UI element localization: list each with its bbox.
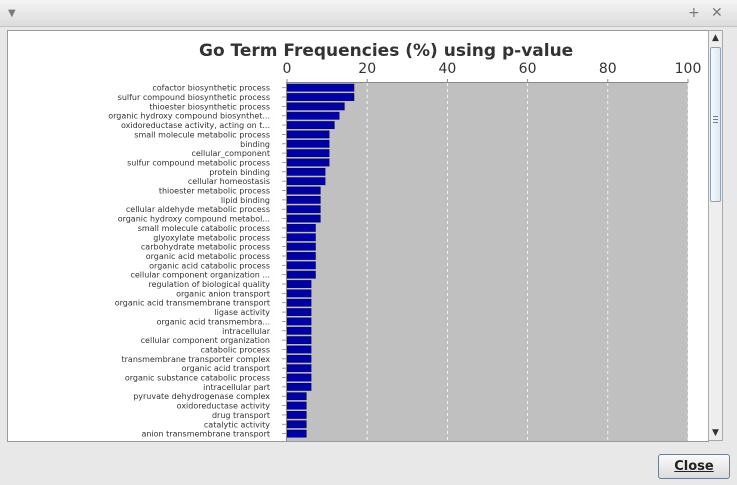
bar xyxy=(286,130,330,139)
bar xyxy=(286,429,307,438)
category-label: anion transmembrane transport xyxy=(141,430,270,439)
category-label: regulation of biological quality xyxy=(149,280,271,289)
category-label: cofactor biosynthetic process xyxy=(152,84,270,93)
category-label: organic hydroxy compound metabol... xyxy=(118,215,270,224)
chart-panel: Go Term Frequencies (%) using p-value 0 2… xyxy=(7,30,709,442)
vertical-scrollbar[interactable]: ▲ ▼ xyxy=(708,30,723,441)
maximize-icon[interactable]: + xyxy=(688,5,700,21)
scroll-down-arrow-icon[interactable]: ▼ xyxy=(712,428,719,438)
close-button[interactable]: Close xyxy=(658,454,730,479)
bar xyxy=(286,83,355,92)
category-label: cellular component organization ... xyxy=(130,271,270,280)
category-label: sulfur compound biosynthetic process xyxy=(118,93,270,102)
bar xyxy=(286,373,312,382)
bar xyxy=(286,121,335,129)
bar xyxy=(286,392,307,401)
x-tick-label: 60 xyxy=(519,61,537,77)
category-label: organic acid catabolic process xyxy=(149,261,270,270)
category-label: thioester biosynthetic process xyxy=(149,102,270,111)
bar xyxy=(286,167,326,176)
bar xyxy=(286,102,345,111)
bar-chart: Go Term Frequencies (%) using p-value 0 2… xyxy=(108,41,702,441)
x-tick-label: 100 xyxy=(675,61,702,77)
x-tick-label: 80 xyxy=(599,61,617,77)
category-label: organic anion transport xyxy=(176,289,270,298)
bar xyxy=(286,195,321,204)
bar xyxy=(286,270,316,279)
bar xyxy=(286,411,307,419)
category-label: intracellular part xyxy=(203,383,270,392)
bar xyxy=(286,214,321,223)
bar xyxy=(286,252,316,260)
window-titlebar: ▼ + ✕ xyxy=(0,0,737,27)
category-label: organic acid transport xyxy=(182,364,270,373)
x-tick-label: 20 xyxy=(358,61,376,77)
scrollbar-thumb[interactable] xyxy=(710,47,721,202)
scroll-up-arrow-icon[interactable]: ▲ xyxy=(712,33,719,43)
category-label: organic acid metabolic process xyxy=(146,252,270,261)
bar xyxy=(286,280,312,288)
grip-icon xyxy=(713,116,718,125)
category-label: glyoxylate metabolic process xyxy=(153,233,270,242)
bar xyxy=(286,186,321,195)
category-label: lipid binding xyxy=(221,196,270,205)
bar xyxy=(286,308,312,316)
bar xyxy=(286,326,312,335)
bar xyxy=(286,420,307,429)
bar xyxy=(286,364,312,373)
bar xyxy=(286,289,312,298)
bar xyxy=(286,111,340,120)
bar xyxy=(286,224,316,232)
bar xyxy=(286,401,307,410)
category-label: oxidoreductase activity xyxy=(177,402,271,411)
category-label: organic substance catabolic process xyxy=(125,374,270,383)
category-label: intracellular xyxy=(222,327,271,336)
bar xyxy=(286,336,312,345)
bar xyxy=(286,261,316,270)
category-label: carbohydrate metabolic process xyxy=(141,243,270,252)
bar xyxy=(286,345,312,354)
category-label: cellular component organization xyxy=(141,336,270,345)
category-label: ligase activity xyxy=(214,308,270,317)
chart-title: Go Term Frequencies (%) using p-value xyxy=(199,41,573,61)
category-label: thioester metabolic process xyxy=(159,187,270,196)
category-label: cellular aldehyde metabolic process xyxy=(126,205,270,214)
bar xyxy=(286,139,330,148)
bar xyxy=(286,149,330,158)
category-label: sulfur compound metabolic process xyxy=(127,158,270,167)
category-label: protein binding xyxy=(209,168,270,177)
category-label: organic acid transmembrane transport xyxy=(115,299,270,308)
category-label: catabolic process xyxy=(201,345,270,354)
category-label: small molecule metabolic process xyxy=(134,130,270,139)
category-label: catalytic activity xyxy=(204,420,270,429)
category-label: cellular_component xyxy=(191,149,270,158)
bar xyxy=(286,298,312,307)
category-label: cellular homeostasis xyxy=(188,177,270,186)
bar xyxy=(286,177,326,186)
bar xyxy=(286,317,312,326)
bar xyxy=(286,233,316,242)
category-label: binding xyxy=(240,140,270,149)
bar xyxy=(286,205,321,214)
bar xyxy=(286,158,330,167)
chevron-down-icon[interactable]: ▼ xyxy=(8,8,16,19)
close-icon[interactable]: ✕ xyxy=(711,5,723,21)
category-label: transmembrane transporter complex xyxy=(122,355,271,364)
x-tick-label: 0 xyxy=(283,61,292,77)
category-label: organic acid transmembra... xyxy=(157,317,270,326)
x-tick-label: 40 xyxy=(438,61,456,77)
category-label: small molecule catabolic process xyxy=(138,224,270,233)
bar xyxy=(286,93,355,101)
category-label: oxidoreductase activity, acting on t... xyxy=(121,121,270,130)
bar xyxy=(286,354,312,363)
category-label: drug transport xyxy=(212,411,270,420)
bar xyxy=(286,382,312,391)
category-label: organic hydroxy compound biosynthet... xyxy=(108,112,270,121)
plot-area xyxy=(287,83,688,441)
category-label: pyruvate dehydrogenase complex xyxy=(133,392,270,401)
bar xyxy=(286,242,316,251)
